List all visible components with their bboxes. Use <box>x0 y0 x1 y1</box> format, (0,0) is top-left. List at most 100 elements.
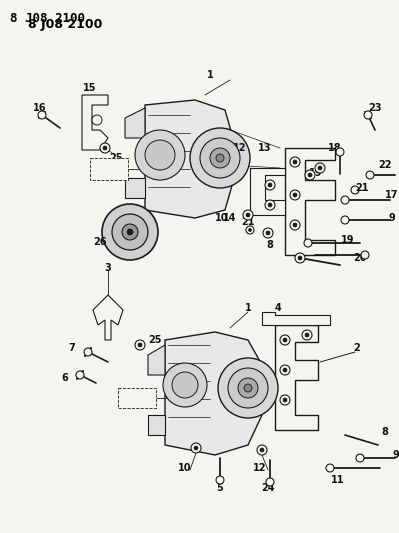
Circle shape <box>172 372 198 398</box>
Polygon shape <box>93 295 123 340</box>
Circle shape <box>243 210 253 220</box>
Circle shape <box>302 330 312 340</box>
Circle shape <box>163 363 207 407</box>
Circle shape <box>280 395 290 405</box>
Bar <box>90 158 128 180</box>
Circle shape <box>341 196 349 204</box>
Circle shape <box>290 157 300 167</box>
Circle shape <box>102 204 158 260</box>
Text: 8: 8 <box>381 427 389 437</box>
Circle shape <box>249 229 251 231</box>
Circle shape <box>190 128 250 188</box>
Text: 12: 12 <box>253 463 267 473</box>
Text: 5: 5 <box>217 483 223 493</box>
Circle shape <box>290 220 300 230</box>
Text: 20: 20 <box>353 253 367 263</box>
Text: 3: 3 <box>105 263 111 273</box>
Circle shape <box>100 143 110 153</box>
Circle shape <box>92 115 102 125</box>
Circle shape <box>305 333 309 337</box>
Circle shape <box>293 193 297 197</box>
Circle shape <box>191 443 201 453</box>
Polygon shape <box>148 345 165 375</box>
Polygon shape <box>275 325 318 430</box>
Circle shape <box>238 378 258 398</box>
Text: 15: 15 <box>83 83 97 93</box>
Circle shape <box>280 365 290 375</box>
Circle shape <box>296 254 304 262</box>
Circle shape <box>246 213 250 217</box>
Text: 24: 24 <box>261 483 275 493</box>
Circle shape <box>216 476 224 484</box>
Circle shape <box>138 343 142 347</box>
Circle shape <box>122 224 138 240</box>
Circle shape <box>356 454 364 462</box>
Text: 2: 2 <box>354 343 360 353</box>
Circle shape <box>38 111 46 119</box>
Text: 19: 19 <box>341 235 355 245</box>
Polygon shape <box>165 332 262 455</box>
Text: 10: 10 <box>215 213 229 223</box>
Circle shape <box>265 200 275 210</box>
Bar <box>118 388 156 408</box>
Polygon shape <box>125 178 145 198</box>
Text: 4: 4 <box>275 303 281 313</box>
Text: 21: 21 <box>355 183 369 193</box>
Text: 17: 17 <box>385 190 399 200</box>
Text: 16: 16 <box>33 103 47 113</box>
Circle shape <box>103 146 107 150</box>
Circle shape <box>298 256 302 260</box>
Circle shape <box>135 130 185 180</box>
Circle shape <box>315 163 325 173</box>
Text: 10: 10 <box>178 463 192 473</box>
Circle shape <box>351 186 359 194</box>
Circle shape <box>266 478 274 486</box>
Circle shape <box>265 180 275 190</box>
Circle shape <box>260 448 264 452</box>
Circle shape <box>293 223 297 227</box>
Circle shape <box>295 253 305 263</box>
Text: 9: 9 <box>389 213 395 223</box>
Circle shape <box>268 203 272 207</box>
Polygon shape <box>148 415 165 435</box>
Circle shape <box>364 111 372 119</box>
Text: 19: 19 <box>309 168 323 178</box>
Text: 25: 25 <box>109 153 123 163</box>
Text: 23: 23 <box>368 103 382 113</box>
Circle shape <box>318 166 322 170</box>
Text: 1: 1 <box>245 303 251 313</box>
Circle shape <box>266 231 270 235</box>
Circle shape <box>336 148 344 156</box>
Text: 8: 8 <box>267 240 273 250</box>
Circle shape <box>112 214 148 250</box>
Polygon shape <box>125 108 145 138</box>
Polygon shape <box>262 312 330 325</box>
Circle shape <box>361 251 369 259</box>
Circle shape <box>218 358 278 418</box>
Circle shape <box>283 368 287 372</box>
Circle shape <box>366 171 374 179</box>
Text: 22: 22 <box>378 160 392 170</box>
Polygon shape <box>250 168 285 215</box>
Circle shape <box>216 154 224 162</box>
Circle shape <box>228 368 268 408</box>
Circle shape <box>76 371 84 379</box>
Circle shape <box>280 335 290 345</box>
Circle shape <box>304 239 312 247</box>
Circle shape <box>210 148 230 168</box>
Circle shape <box>145 140 175 170</box>
Circle shape <box>341 216 349 224</box>
Text: 1: 1 <box>207 70 213 80</box>
Circle shape <box>244 384 252 392</box>
Polygon shape <box>285 148 335 255</box>
Circle shape <box>308 173 312 177</box>
Text: 26: 26 <box>93 237 107 247</box>
Text: 13: 13 <box>258 143 272 153</box>
Circle shape <box>293 160 297 164</box>
Circle shape <box>290 190 300 200</box>
Text: 8 J08 2100: 8 J08 2100 <box>10 12 85 25</box>
Text: 14: 14 <box>223 213 237 223</box>
Circle shape <box>257 445 267 455</box>
Circle shape <box>283 338 287 342</box>
Circle shape <box>263 228 273 238</box>
